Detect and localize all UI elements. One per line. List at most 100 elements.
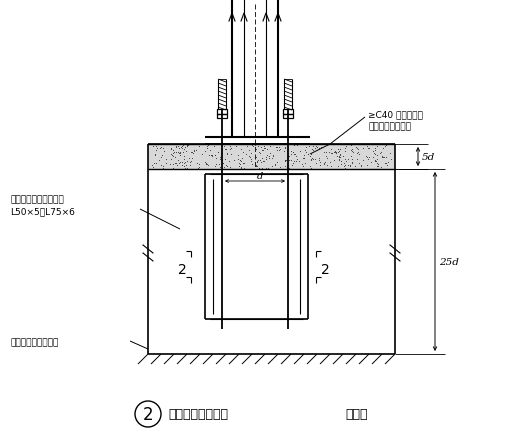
Point: [180, 146, 188, 153]
Point: [289, 149, 297, 156]
Point: [149, 164, 157, 171]
Point: [255, 165, 264, 172]
Point: [334, 146, 342, 153]
Point: [309, 143, 317, 150]
Point: [291, 151, 299, 158]
Point: [265, 155, 273, 162]
Point: [214, 149, 223, 156]
Point: [327, 163, 335, 170]
Point: [334, 149, 342, 156]
Point: [330, 157, 338, 164]
Point: [263, 152, 271, 159]
Point: [287, 157, 295, 164]
Point: [276, 164, 284, 171]
Point: [264, 165, 272, 172]
Point: [289, 149, 297, 156]
Point: [336, 152, 344, 159]
Point: [169, 150, 177, 157]
Point: [252, 162, 260, 169]
Point: [373, 163, 382, 170]
Point: [328, 150, 336, 157]
Point: [379, 154, 387, 161]
Point: [320, 161, 328, 168]
Point: [198, 152, 206, 159]
Point: [237, 158, 245, 165]
Point: [171, 149, 180, 156]
Point: [186, 159, 194, 166]
Point: [223, 151, 231, 158]
Point: [281, 157, 289, 164]
Point: [287, 151, 295, 158]
Bar: [283, 115, 293, 119]
Point: [258, 159, 266, 166]
Point: [330, 149, 339, 156]
Point: [273, 148, 281, 155]
Point: [310, 145, 319, 152]
Point: [252, 163, 261, 170]
Point: [322, 149, 330, 156]
Point: [159, 165, 167, 172]
Point: [314, 155, 323, 162]
Point: [374, 162, 382, 169]
Point: [293, 156, 301, 163]
Point: [221, 156, 229, 163]
Point: [166, 151, 174, 158]
Point: [359, 157, 367, 164]
Point: [307, 156, 315, 163]
Point: [357, 162, 365, 170]
Point: [371, 159, 379, 166]
Point: [346, 163, 354, 170]
Point: [342, 144, 350, 151]
Point: [376, 150, 384, 157]
Point: [167, 156, 175, 163]
Point: [174, 157, 182, 164]
Point: [258, 165, 266, 172]
Point: [239, 149, 247, 156]
Point: [301, 147, 309, 154]
Point: [292, 142, 301, 149]
Point: [300, 152, 308, 159]
Point: [247, 158, 255, 165]
Point: [311, 156, 320, 163]
Point: [382, 142, 390, 149]
Point: [332, 153, 341, 160]
Point: [185, 155, 193, 162]
Point: [272, 144, 281, 151]
Point: [291, 158, 300, 165]
Point: [220, 143, 228, 150]
Point: [182, 162, 190, 169]
Text: 2: 2: [143, 405, 153, 423]
Point: [201, 159, 209, 166]
Point: [177, 159, 186, 166]
Point: [251, 142, 259, 149]
Point: [217, 152, 225, 159]
Point: [151, 143, 160, 150]
Point: [212, 161, 220, 168]
Point: [248, 142, 256, 149]
Point: [169, 162, 177, 169]
Point: [167, 145, 175, 152]
Point: [157, 154, 165, 161]
Point: [216, 156, 224, 163]
Point: [234, 155, 243, 162]
Point: [291, 153, 300, 160]
Point: [204, 142, 212, 149]
Point: [287, 148, 295, 155]
Point: [271, 162, 279, 169]
Point: [284, 153, 292, 160]
Point: [301, 160, 309, 167]
Point: [235, 160, 243, 167]
Point: [215, 165, 224, 172]
Point: [150, 160, 159, 167]
Point: [172, 161, 180, 168]
Point: [222, 162, 230, 169]
Point: [259, 155, 267, 162]
Point: [254, 157, 263, 164]
Point: [236, 161, 244, 168]
Point: [380, 154, 388, 161]
Point: [281, 158, 289, 165]
Point: [320, 160, 328, 167]
Point: [245, 147, 253, 154]
Point: [207, 152, 215, 159]
Text: 5d: 5d: [422, 153, 435, 162]
